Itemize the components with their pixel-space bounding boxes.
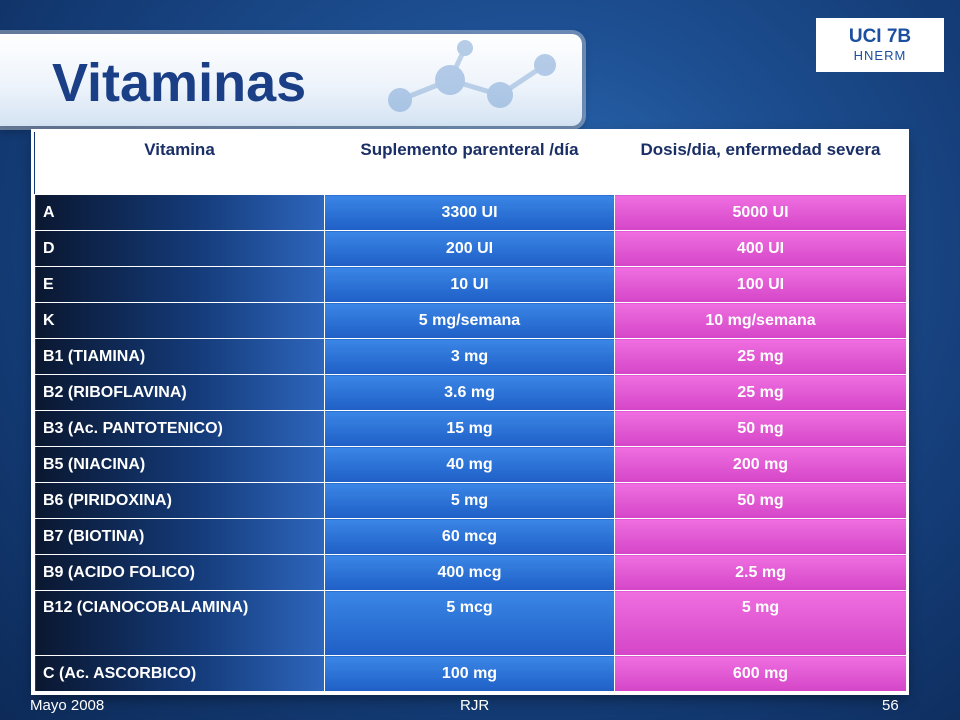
- severe-dose-cell: 25 mg: [614, 374, 907, 411]
- badge-unit: UCI 7B: [848, 26, 912, 47]
- page-title: Vitaminas: [52, 53, 307, 113]
- parenteral-cell: 100 mg: [324, 655, 615, 692]
- header-vitamin: Vitamina: [34, 132, 325, 195]
- footer-page-number: 56: [882, 697, 899, 714]
- table-row: C (Ac. ASCORBICO) 100 mg 600 mg: [34, 655, 907, 692]
- vitamin-cell: A: [34, 194, 325, 231]
- severe-dose-cell: 2.5 mg: [614, 554, 907, 591]
- table-row: A 3300 UI 5000 UI: [34, 194, 907, 231]
- table-row: B7 (BIOTINA) 60 mcg: [34, 518, 907, 555]
- footer-date: Mayo 2008: [30, 697, 105, 714]
- parenteral-cell: 400 mcg: [324, 554, 615, 591]
- vitamin-cell: D: [34, 230, 325, 267]
- severe-dose-cell: 25 mg: [614, 338, 907, 375]
- parenteral-cell: 5 mg/semana: [324, 302, 615, 339]
- table-row: B2 (RIBOFLAVINA) 3.6 mg 25 mg: [34, 374, 907, 411]
- severe-dose-cell: 5000 UI: [614, 194, 907, 231]
- table-row: B9 (ACIDO FOLICO) 400 mcg 2.5 mg: [34, 554, 907, 591]
- table-row: B12 (CIANOCOBALAMINA) 5 mcg 5 mg: [34, 590, 907, 656]
- vitamin-cell: B1 (TIAMINA): [34, 338, 325, 375]
- table-row: E 10 UI 100 UI: [34, 266, 907, 303]
- severe-dose-cell: 600 mg: [614, 655, 907, 692]
- vitamin-cell: B6 (PIRIDOXINA): [34, 482, 325, 519]
- molecule-decoration: [388, 40, 556, 112]
- severe-dose-cell: 5 mg: [614, 590, 907, 656]
- parenteral-cell: 3 mg: [324, 338, 615, 375]
- parenteral-cell: 15 mg: [324, 410, 615, 447]
- table-row: B5 (NIACINA) 40 mg 200 mg: [34, 446, 907, 483]
- vitamin-cell: K: [34, 302, 325, 339]
- vitamin-cell: B12 (CIANOCOBALAMINA): [34, 590, 325, 656]
- vitamin-cell: B3 (Ac. PANTOTENICO): [34, 410, 325, 447]
- severe-dose-cell: 100 UI: [614, 266, 907, 303]
- table-row: B1 (TIAMINA) 3 mg 25 mg: [34, 338, 907, 375]
- vitamin-cell: C (Ac. ASCORBICO): [34, 655, 325, 692]
- parenteral-cell: 5 mcg: [324, 590, 615, 656]
- table-row: K 5 mg/semana 10 mg/semana: [34, 302, 907, 339]
- header-parenteral: Suplemento parenteral /día: [324, 132, 615, 195]
- unit-badge: UCI 7B HNERM: [816, 18, 944, 72]
- parenteral-cell: 5 mg: [324, 482, 615, 519]
- parenteral-cell: 200 UI: [324, 230, 615, 267]
- severe-dose-cell: 400 UI: [614, 230, 907, 267]
- title-bar: [0, 34, 582, 126]
- vitamin-cell: B7 (BIOTINA): [34, 518, 325, 555]
- table-header-row: Vitamina Suplemento parenteral /día Dosi…: [34, 132, 907, 195]
- table-row: B6 (PIRIDOXINA) 5 mg 50 mg: [34, 482, 907, 519]
- severe-dose-cell: 50 mg: [614, 482, 907, 519]
- table-row: D 200 UI 400 UI: [34, 230, 907, 267]
- vitamin-cell: E: [34, 266, 325, 303]
- severe-dose-cell: [614, 518, 907, 555]
- vitamin-cell: B5 (NIACINA): [34, 446, 325, 483]
- vitamin-table-container: Vitamina Suplemento parenteral /día Dosi…: [34, 132, 907, 692]
- severe-dose-cell: 200 mg: [614, 446, 907, 483]
- table-row: B3 (Ac. PANTOTENICO) 15 mg 50 mg: [34, 410, 907, 447]
- footer-author: RJR: [460, 697, 490, 714]
- vitamin-cell: B2 (RIBOFLAVINA): [34, 374, 325, 411]
- vitamin-table: Vitamina Suplemento parenteral /día Dosi…: [34, 132, 907, 692]
- parenteral-cell: 3300 UI: [324, 194, 615, 231]
- severe-dose-cell: 10 mg/semana: [614, 302, 907, 339]
- parenteral-cell: 40 mg: [324, 446, 615, 483]
- badge-hospital: HNERM: [853, 48, 907, 63]
- parenteral-cell: 3.6 mg: [324, 374, 615, 411]
- parenteral-cell: 10 UI: [324, 266, 615, 303]
- parenteral-cell: 60 mcg: [324, 518, 615, 555]
- header-severe-dose: Dosis/dia, enfermedad severa: [614, 132, 907, 195]
- vitamin-cell: B9 (ACIDO FOLICO): [34, 554, 325, 591]
- severe-dose-cell: 50 mg: [614, 410, 907, 447]
